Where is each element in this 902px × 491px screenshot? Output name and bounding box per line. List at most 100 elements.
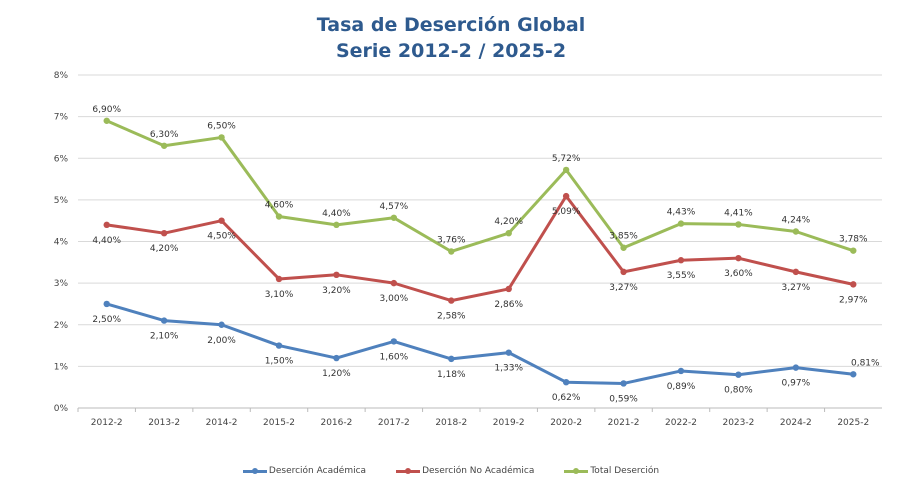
- data-point: [850, 371, 857, 378]
- data-point: [677, 257, 685, 264]
- data-label: 1,18%: [437, 370, 466, 380]
- x-tick-label: 2014-2: [206, 418, 238, 428]
- data-label: 4,60%: [265, 201, 294, 211]
- data-point: [333, 271, 340, 278]
- data-label: 5,09%: [552, 207, 581, 217]
- data-label: 4,40%: [92, 236, 121, 246]
- data-label: 0,59%: [609, 394, 638, 404]
- data-label: 3,20%: [322, 286, 351, 296]
- data-point: [677, 367, 685, 375]
- data-label: 2,86%: [494, 300, 523, 310]
- legend-item: Deserción No Académica: [396, 466, 534, 476]
- data-label: 0,81%: [851, 358, 880, 368]
- data-label: 0,62%: [552, 393, 581, 403]
- y-tick-label: 3%: [54, 279, 69, 289]
- data-point: [103, 221, 110, 229]
- data-point: [562, 166, 570, 174]
- x-tick-label: 2017-2: [378, 418, 410, 428]
- data-point: [562, 378, 570, 386]
- data-point: [562, 192, 570, 200]
- legend-label: Total Deserción: [590, 466, 660, 476]
- data-label: 4,20%: [494, 217, 523, 227]
- data-label: 6,30%: [150, 130, 179, 140]
- data-label: 0,80%: [724, 386, 753, 396]
- chart-title: Tasa de Deserción Global: [316, 14, 586, 36]
- data-point: [333, 221, 340, 229]
- series-line: [106, 194, 854, 303]
- x-tick-label: 2015-2: [263, 418, 295, 428]
- data-point: [103, 300, 110, 308]
- data-point: [505, 229, 512, 237]
- data-point: [792, 364, 800, 371]
- y-tick-label: 4%: [54, 238, 69, 248]
- data-point: [850, 247, 857, 254]
- chart-subtitle: Serie 2012-2 / 2025-2: [335, 40, 567, 62]
- data-label: 3,78%: [839, 235, 868, 245]
- data-point: [620, 244, 627, 251]
- legend-label: Deserción No Académica: [422, 466, 535, 476]
- y-tick-label: 5%: [54, 196, 69, 206]
- x-tick-label: 2021-2: [608, 418, 640, 428]
- data-label: 1,20%: [322, 369, 351, 379]
- y-tick-label: 7%: [54, 113, 69, 123]
- data-label: 4,24%: [782, 216, 811, 226]
- data-label: 3,27%: [609, 283, 638, 293]
- data-point: [735, 254, 742, 262]
- data-point: [160, 142, 168, 149]
- data-point: [218, 321, 225, 328]
- x-tick-label: 2025-2: [837, 418, 869, 428]
- data-label: 0,89%: [667, 382, 696, 392]
- data-point: [792, 228, 800, 235]
- x-tick-label: 2013-2: [148, 418, 180, 428]
- data-label: 2,97%: [839, 295, 868, 305]
- data-label: 3,55%: [667, 271, 696, 281]
- data-point: [160, 229, 168, 237]
- data-point: [735, 221, 742, 228]
- data-label: 3,10%: [265, 290, 294, 300]
- y-tick-label: 0%: [54, 404, 69, 414]
- legend-swatch: [242, 468, 267, 474]
- data-point: [620, 380, 627, 387]
- data-point: [735, 371, 742, 378]
- data-point: [103, 117, 110, 124]
- y-tick-label: 1%: [54, 362, 69, 372]
- data-point: [390, 214, 398, 221]
- data-point: [448, 355, 455, 363]
- data-label: 1,33%: [494, 364, 523, 374]
- data-point: [505, 285, 512, 293]
- data-point: [677, 220, 685, 227]
- data-point: [275, 275, 283, 283]
- data-label: 2,00%: [207, 336, 236, 346]
- data-label: 4,57%: [380, 202, 409, 212]
- x-tick-label: 2024-2: [780, 418, 812, 428]
- data-label: 6,90%: [92, 105, 121, 115]
- data-point: [850, 281, 857, 288]
- data-point: [505, 349, 512, 356]
- data-point: [390, 279, 398, 287]
- x-tick-label: 2012-2: [91, 418, 123, 428]
- legend-item: Total Deserción: [564, 466, 659, 476]
- x-tick-label: 2023-2: [722, 418, 754, 428]
- data-point: [275, 342, 283, 349]
- x-tick-label: 2018-2: [435, 418, 467, 428]
- x-tick-label: 2022-2: [665, 418, 697, 428]
- data-label: 4,50%: [207, 232, 236, 242]
- data-label: 4,40%: [322, 209, 351, 219]
- series-line: [106, 302, 854, 385]
- data-label: 4,43%: [667, 208, 696, 218]
- legend-item: Deserción Académica: [242, 466, 367, 476]
- data-point: [620, 268, 627, 276]
- x-tick-label: 2020-2: [550, 418, 582, 428]
- data-point: [448, 297, 455, 304]
- y-tick-label: 8%: [54, 71, 69, 81]
- data-label: 4,20%: [150, 244, 179, 254]
- y-tick-label: 2%: [54, 321, 69, 331]
- data-label: 1,60%: [380, 352, 409, 362]
- data-point: [333, 354, 340, 362]
- legend-label: Deserción Académica: [268, 466, 367, 476]
- y-tick-label: 6%: [54, 154, 69, 164]
- data-label: 3,00%: [380, 294, 409, 304]
- data-label: 4,41%: [724, 208, 753, 218]
